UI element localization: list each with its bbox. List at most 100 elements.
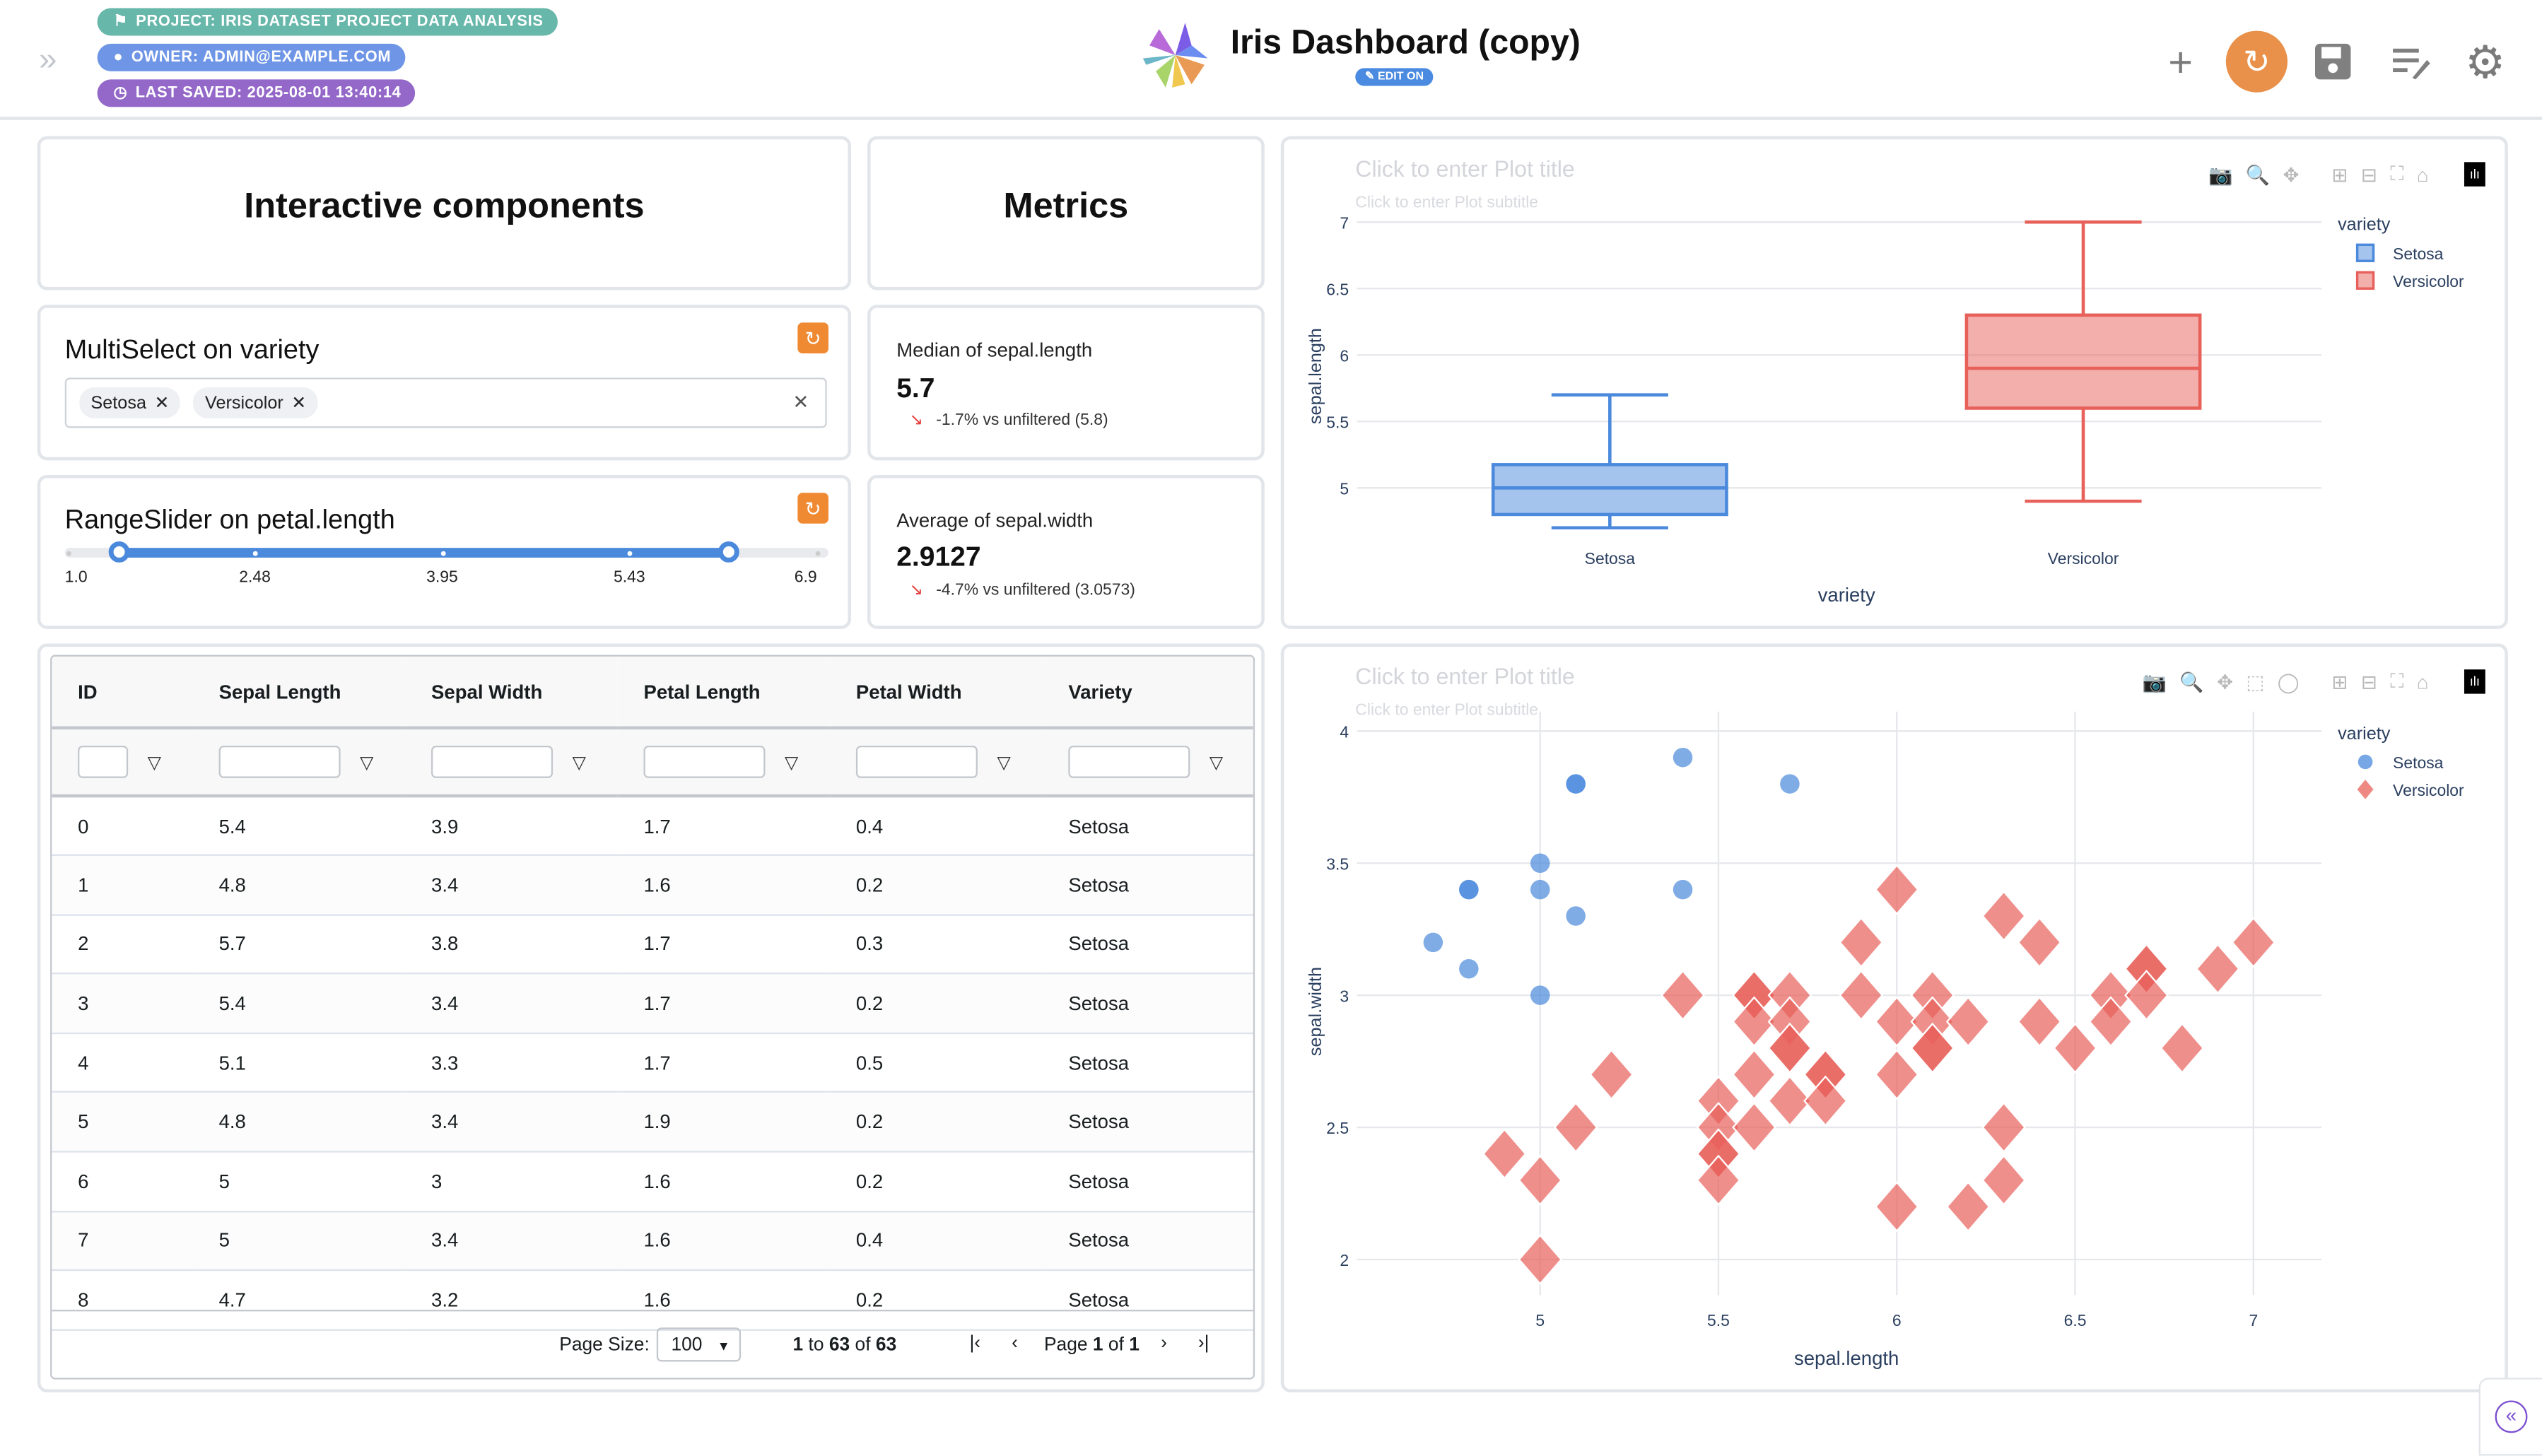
zoom-in-icon[interactable]: ⊞	[2331, 163, 2348, 186]
pan-icon[interactable]: ✥	[2216, 670, 2234, 693]
camera-icon[interactable]: 📷	[2208, 163, 2233, 186]
table-cell: 1.6	[617, 1151, 831, 1212]
legend-title: variety	[2338, 215, 2391, 235]
zoom-in-icon[interactable]: ⊞	[2331, 670, 2348, 693]
reset-filter-button[interactable]: ↻	[797, 493, 828, 524]
column-header[interactable]: Variety	[1042, 656, 1253, 728]
clear-all-icon[interactable]: ✕	[792, 390, 809, 413]
filter-funnel-icon[interactable]: ▽	[997, 753, 1011, 773]
table-row[interactable]: 7 5 3.4 1.6 0.4 Setosa	[52, 1211, 1253, 1272]
data-point	[1566, 774, 1586, 794]
table-row[interactable]: 1 4.8 3.4 1.6 0.2 Setosa	[52, 855, 1253, 916]
home-icon[interactable]: ⌂	[2416, 163, 2429, 186]
prev-page-icon[interactable]: ‹	[1012, 1334, 1018, 1354]
slider-handle-low[interactable]	[108, 541, 130, 563]
table-row[interactable]: 0 5.4 3.9 1.7 0.4 Setosa	[52, 796, 1253, 857]
column-filter-input[interactable]	[218, 745, 341, 778]
zoom-out-icon[interactable]: ⊟	[2360, 670, 2377, 693]
column-filter-input[interactable]	[431, 745, 554, 778]
first-page-icon[interactable]: |‹	[969, 1334, 981, 1354]
add-icon[interactable]: +	[2168, 36, 2194, 86]
next-page-icon[interactable]: ›	[1161, 1334, 1167, 1354]
last-page-icon[interactable]: ›|	[1197, 1334, 1210, 1354]
plot-toolbar: 📷 🔍 ✥ ⊞ ⊟ ⛶ ⌂ ılı	[2208, 162, 2485, 187]
column-filter-input[interactable]	[643, 745, 766, 778]
slider-tick-dot	[440, 550, 445, 556]
user-icon: ●	[113, 48, 124, 67]
reset-filter-button[interactable]: ↻	[797, 322, 828, 353]
autoscale-icon[interactable]: ⛶	[2390, 162, 2404, 185]
plot-title-placeholder[interactable]: Click to enter Plot title	[1355, 155, 1575, 182]
plotly-logo-icon[interactable]: ılı	[2464, 162, 2485, 187]
y-axis-title: sepal.length	[1306, 328, 1325, 424]
filter-funnel-icon[interactable]: ▽	[785, 753, 799, 773]
zoom-icon[interactable]: 🔍	[2245, 163, 2271, 186]
column-header[interactable]: Petal Length	[617, 656, 831, 728]
data-point	[1589, 1049, 1634, 1100]
column-filter-input[interactable]	[1068, 745, 1190, 778]
pan-icon[interactable]: ✥	[2283, 163, 2300, 186]
table-row[interactable]: 4 5.1 3.3 1.7 0.5 Setosa	[52, 1033, 1253, 1093]
slider-tick-label: 3.95	[426, 568, 458, 587]
y-tick-label: 4	[1340, 722, 1349, 741]
plot-subtitle-placeholder[interactable]: Click to enter Plot subtitle	[1355, 194, 1539, 213]
x-tick-label: 7	[2249, 1311, 2258, 1329]
plotly-logo-icon[interactable]: ılı	[2464, 669, 2485, 694]
table-cell: 3.4	[405, 1211, 618, 1272]
multiselect-input[interactable]: Setosa ✕ Versicolor ✕ ✕	[64, 377, 827, 428]
x-tick-label: Versicolor	[2048, 549, 2119, 568]
table-cell: Setosa	[1042, 973, 1253, 1034]
page-size-select[interactable]: 100 ▼	[656, 1327, 742, 1362]
dashboard-title[interactable]: Iris Dashboard (copy)	[1230, 24, 1581, 62]
column-filter-input[interactable]	[78, 745, 129, 778]
collapse-panel-button[interactable]: «	[2478, 1378, 2542, 1456]
filter-funnel-icon[interactable]: ▽	[1209, 753, 1224, 773]
save-icon[interactable]	[2307, 35, 2359, 87]
lasso-icon[interactable]: ◯	[2277, 670, 2300, 693]
table-cell: 5.7	[192, 914, 406, 975]
chip-setosa[interactable]: Setosa ✕	[79, 387, 181, 418]
legend-item: Setosa	[2393, 753, 2444, 772]
sidebar-expand-icon[interactable]: »	[39, 42, 57, 78]
filter-funnel-icon[interactable]: ▽	[147, 753, 162, 773]
autoscale-icon[interactable]: ⛶	[2390, 669, 2404, 693]
data-point	[1767, 1075, 1812, 1127]
column-header[interactable]: Sepal Width	[405, 656, 618, 728]
edit-mode-badge[interactable]: ✎ EDIT ON	[1355, 68, 1434, 86]
settings-gear-icon[interactable]: ⚙	[2464, 36, 2506, 87]
row-range: 1 to 63 of 63	[792, 1335, 897, 1356]
box-select-icon[interactable]: ⬚	[2246, 670, 2265, 693]
x-tick-label: 5.5	[1707, 1311, 1730, 1329]
slider-handle-high[interactable]	[718, 541, 739, 563]
plot-title-placeholder[interactable]: Click to enter Plot title	[1355, 663, 1575, 689]
column-header[interactable]: Petal Width	[830, 656, 1043, 728]
table-cell: 5.1	[192, 1033, 406, 1093]
edit-list-icon[interactable]	[2385, 35, 2437, 87]
slider-selected-range	[119, 548, 729, 558]
home-icon[interactable]: ⌂	[2416, 670, 2429, 693]
remove-chip-icon[interactable]: ✕	[154, 394, 170, 413]
table-cell: Setosa	[1042, 855, 1253, 916]
filter-funnel-icon[interactable]: ▽	[360, 753, 374, 773]
table-row[interactable]: 5 4.8 3.4 1.9 0.2 Setosa	[52, 1092, 1253, 1153]
data-point	[1423, 932, 1443, 953]
refresh-button[interactable]: ↻	[2225, 30, 2288, 93]
column-filter-input[interactable]	[855, 745, 978, 778]
table-row[interactable]: 3 5.4 3.4 1.7 0.2 Setosa	[52, 973, 1253, 1034]
table-cell: 0.4	[830, 796, 1043, 857]
plot-subtitle-placeholder[interactable]: Click to enter Plot subtitle	[1355, 702, 1539, 720]
chip-versicolor[interactable]: Versicolor ✕	[193, 387, 318, 418]
table-row[interactable]: 8 4.7 3.2 1.6 0.2 Setosa	[52, 1270, 1253, 1331]
zoom-icon[interactable]: 🔍	[2179, 670, 2204, 693]
table-row[interactable]: 2 5.7 3.8 1.7 0.3 Setosa	[52, 914, 1253, 975]
table-row[interactable]: 6 5 3 1.6 0.2 Setosa	[52, 1151, 1253, 1212]
trend-down-icon: ↘	[909, 582, 923, 600]
zoom-out-icon[interactable]: ⊟	[2360, 163, 2377, 186]
slider-tick-dot	[65, 550, 71, 556]
camera-icon[interactable]: 📷	[2142, 670, 2167, 693]
column-header[interactable]: ID	[52, 656, 193, 728]
remove-chip-icon[interactable]: ✕	[291, 394, 307, 413]
owner-badge: ● OWNER: ADMIN@EXAMPLE.COM	[97, 43, 406, 71]
column-header[interactable]: Sepal Length	[192, 656, 406, 728]
filter-funnel-icon[interactable]: ▽	[572, 753, 586, 773]
